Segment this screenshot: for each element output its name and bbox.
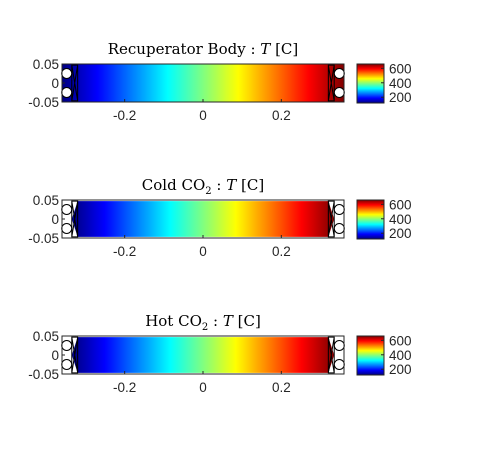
y-tick-label: 0 (51, 212, 59, 227)
colorbar-tick-label: 600 (389, 61, 412, 76)
panel-title: Cold CO2 : T [C] (142, 176, 264, 197)
x-tick-label: 0 (199, 108, 207, 123)
colorbar-tick-label: 400 (389, 212, 412, 227)
port-circle (333, 223, 345, 234)
colorbar-tick-label: 600 (389, 333, 412, 348)
port-circle (333, 87, 345, 98)
port-circle (61, 68, 73, 79)
y-tick-label: 0.05 (33, 329, 59, 344)
panel-title: Recuperator Body : T [C] (108, 40, 299, 58)
port-circle (61, 204, 73, 215)
x-tick-label: 0.2 (272, 244, 291, 259)
colorbar-tick-label: 400 (389, 348, 412, 363)
colorbar-tick-label: 200 (389, 362, 412, 377)
panel-hot-co2: Hot CO2 : T [C] -0.2 0 0.2 0.05 0 -0.05 600400… (28, 312, 411, 395)
colorbar (356, 335, 385, 376)
x-tick-label: 0 (199, 380, 207, 395)
port-circle (61, 340, 73, 351)
x-tick-label: -0.2 (113, 108, 136, 123)
left-header-outline (71, 200, 79, 238)
temperature-field (71, 201, 335, 237)
temperature-field (62, 64, 344, 102)
left-header-outline (71, 64, 79, 102)
port-circle (333, 359, 345, 370)
y-tick-label: -0.05 (28, 95, 59, 110)
y-tick-label: -0.05 (28, 367, 59, 382)
temperature-field (71, 337, 335, 373)
port-circle (333, 204, 345, 215)
right-header-outline (327, 64, 335, 102)
panel-cold-co2: Cold CO2 : T [C] -0.2 0 0.2 0.05 0 -0.05 60040… (28, 176, 411, 259)
colorbar-tick-label: 600 (389, 197, 412, 212)
right-header-outline (327, 200, 335, 238)
y-tick-label: 0 (51, 348, 59, 363)
port-circle (333, 68, 345, 79)
y-tick-label: 0 (51, 76, 59, 91)
colorbar (356, 199, 385, 240)
port-circle (61, 223, 73, 234)
port-circle (61, 87, 73, 98)
y-tick-label: 0.05 (33, 57, 59, 72)
port-circle (61, 359, 73, 370)
y-tick-label: 0.05 (33, 193, 59, 208)
colorbar (356, 63, 385, 104)
right-header-outline (327, 336, 335, 374)
colorbar-tick-label: 200 (389, 226, 412, 241)
x-tick-label: 0.2 (272, 380, 291, 395)
x-tick-label: -0.2 (113, 244, 136, 259)
colorbar-tick-label: 400 (389, 76, 412, 91)
left-header-outline (71, 336, 79, 374)
panel-title: Hot CO2 : T [C] (145, 312, 261, 333)
x-tick-label: 0.2 (272, 108, 291, 123)
y-tick-label: -0.05 (28, 231, 59, 246)
colorbar-tick-label: 200 (389, 90, 412, 105)
x-tick-label: -0.2 (113, 380, 136, 395)
panel-recuperator-body: Recuperator Body : T [C] -0.2 0 0.2 0.05 0 -0… (28, 40, 411, 123)
port-circle (333, 340, 345, 351)
x-tick-label: 0 (199, 244, 207, 259)
